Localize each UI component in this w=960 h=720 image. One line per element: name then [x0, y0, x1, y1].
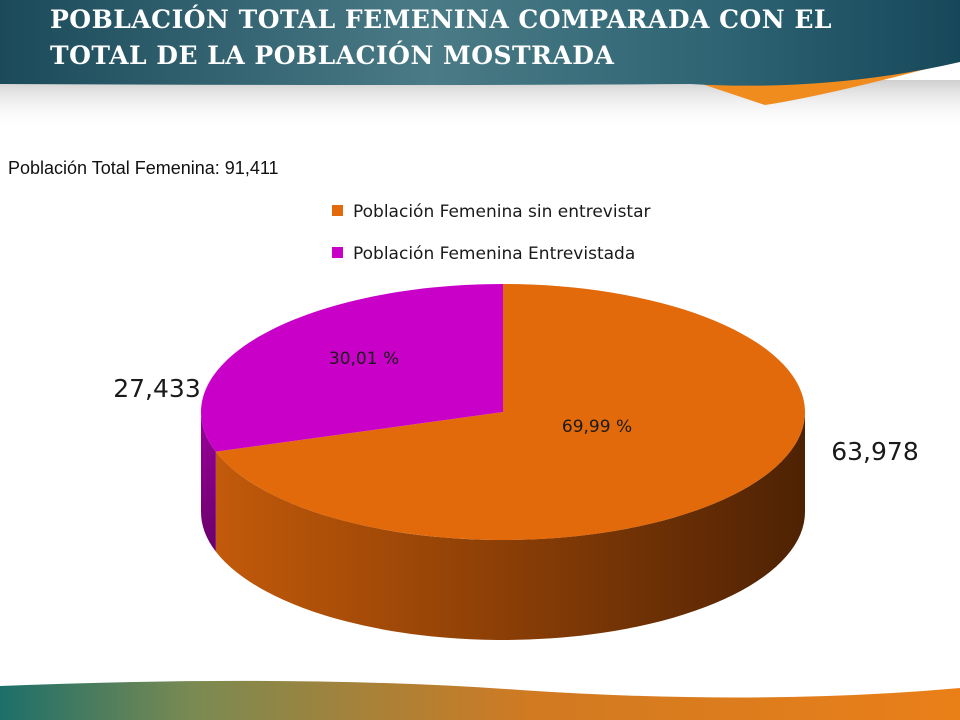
pie-side-0-0 [215, 412, 806, 640]
footer-band [0, 680, 960, 720]
legend-label-entrevistada: Población Femenina Entrevistada [353, 244, 636, 264]
pie-percent-label-0: 69,99 % [562, 417, 632, 437]
legend-swatch-magenta [332, 246, 343, 258]
pie-side-1-0 [201, 412, 216, 552]
legend-item-sin-entrevistar: Población Femenina sin entrevistar [332, 198, 651, 240]
slide-title: POBLACIÓN TOTAL FEMENINA COMPARADA CON E… [50, 2, 910, 74]
pie-slice-0 [215, 284, 805, 540]
pie-slice-1 [200, 284, 503, 452]
legend-swatch-orange [332, 204, 343, 216]
pie-depth-layer [201, 412, 806, 640]
header-band [0, 0, 960, 130]
title-line-2: TOTAL DE LA POBLACIÓN MOSTRADA [50, 41, 615, 70]
chart-legend: Población Femenina sin entrevistar Pobla… [332, 198, 651, 282]
pie-top-layer [200, 284, 805, 540]
pie-labels: 69,99 % 63,978 30,01 % 27,433 [113, 349, 918, 466]
legend-item-entrevistada: Población Femenina Entrevistada [332, 240, 651, 282]
total-population-label: Población Total Femenina: 91,411 [8, 158, 279, 178]
title-line-1: POBLACIÓN TOTAL FEMENINA COMPARADA CON E… [50, 5, 832, 34]
pie-value-label-1: 27,433 [113, 374, 200, 403]
pie-value-label-0: 63,978 [831, 437, 918, 466]
pie-percent-label-1: 30,01 % [329, 349, 399, 369]
legend-label-sin-entrevistar: Población Femenina sin entrevistar [353, 202, 651, 222]
